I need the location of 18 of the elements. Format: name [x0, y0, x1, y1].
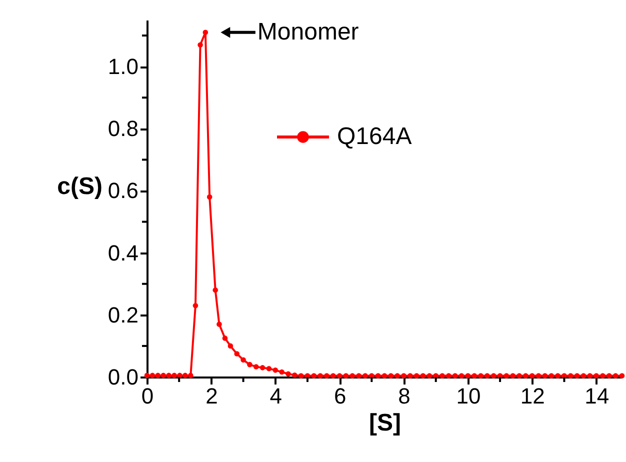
- x-tick-label: 0: [141, 384, 154, 408]
- y-tick-label: 0.2: [108, 302, 138, 328]
- y-tick-label: 1.0: [108, 54, 138, 80]
- x-tick-label: 2: [206, 384, 218, 408]
- y-axis-title: c(S): [57, 173, 102, 200]
- y-tick-label: 0.0: [108, 364, 138, 390]
- x-tick-label: 8: [398, 384, 410, 408]
- x-axis-title: [S]: [369, 410, 401, 436]
- x-tick-label: 6: [334, 384, 346, 408]
- x-tick-label: 10: [456, 384, 481, 408]
- x-tick-label: 4: [270, 384, 282, 408]
- x-tick-label: 14: [584, 384, 610, 408]
- x-tick-label: 12: [520, 384, 545, 408]
- y-tick-label: 0.6: [108, 178, 138, 204]
- legend-label: Q164A: [337, 123, 412, 150]
- annotation: Monomer: [257, 18, 359, 46]
- y-tick-label: 0.4: [108, 240, 138, 266]
- y-tick-label: 0.8: [108, 116, 138, 142]
